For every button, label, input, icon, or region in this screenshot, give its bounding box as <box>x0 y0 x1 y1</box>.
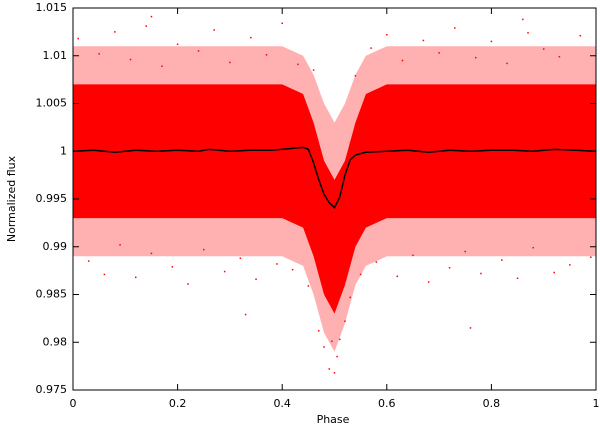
scatter-point <box>349 296 351 299</box>
y-tick-label: 1.015 <box>36 1 68 14</box>
scatter-point <box>474 56 477 59</box>
scatter-point <box>370 47 372 49</box>
scatter-point <box>291 268 294 271</box>
scatter-point <box>338 338 341 341</box>
x-tick-label: 0.8 <box>483 397 501 410</box>
scatter-point <box>438 52 440 54</box>
y-tick-label: 0.975 <box>36 383 68 396</box>
scatter-point <box>542 48 545 50</box>
scatter-point <box>328 368 331 370</box>
scatter-point <box>150 15 153 18</box>
scatter-point <box>386 33 388 36</box>
y-axis-label: Normalized flux <box>5 155 18 242</box>
scatter-point <box>129 58 132 61</box>
scatter-point <box>145 25 147 27</box>
y-tick-label: 0.985 <box>36 288 68 301</box>
scatter-point <box>501 259 503 261</box>
scatter-point <box>469 327 472 329</box>
scatter-point <box>422 39 425 42</box>
y-tick-label: 0.99 <box>43 240 68 253</box>
scatter-point <box>312 69 315 71</box>
scatter-point <box>480 272 482 275</box>
y-tick-label: 0.98 <box>43 335 68 348</box>
scatter-point <box>87 260 90 262</box>
scatter-point <box>307 285 310 287</box>
scatter-point <box>590 256 592 259</box>
scatter-point <box>412 254 414 257</box>
scatter-point <box>448 267 451 269</box>
scatter-point <box>176 43 179 46</box>
x-tick-label: 0.2 <box>169 397 187 410</box>
scatter-point <box>323 346 325 348</box>
scatter-point <box>297 63 299 66</box>
scatter-point <box>213 29 215 31</box>
scatter-point <box>359 273 362 276</box>
scatter-point <box>318 330 320 332</box>
scatter-point <box>187 283 189 285</box>
y-tick-label: 1.005 <box>36 97 68 110</box>
scatter-point <box>553 271 555 274</box>
scatter-point <box>331 340 333 343</box>
scatter-point <box>375 261 378 263</box>
scatter-point <box>135 276 137 279</box>
scatter-point <box>265 54 268 56</box>
scatter-point <box>171 266 174 268</box>
x-axis-label: Phase <box>317 413 350 426</box>
y-tick-label: 0.995 <box>36 192 68 205</box>
scatter-point <box>229 61 231 64</box>
scatter-point <box>344 320 346 322</box>
scatter-point <box>114 31 116 33</box>
scatter-point <box>354 75 357 77</box>
x-tick-label: 0 <box>70 397 77 410</box>
scatter-point <box>532 246 534 249</box>
scatter-point <box>197 50 200 52</box>
scatter-point <box>276 263 278 265</box>
scatter-point <box>506 62 508 65</box>
scatter-point <box>150 252 153 255</box>
scatter-point <box>281 22 283 25</box>
scatter-point <box>464 250 466 253</box>
scatter-point <box>255 278 257 280</box>
scatter-point <box>569 264 571 266</box>
scatter-point <box>223 270 226 273</box>
scatter-point <box>333 372 336 374</box>
scatter-point <box>396 275 399 278</box>
y-tick-label: 1 <box>60 144 67 157</box>
scatter-point <box>336 355 338 358</box>
mean-line <box>72 146 597 209</box>
scatter-point <box>244 313 247 316</box>
x-tick-label: 1 <box>593 397 600 410</box>
x-tick-label: 0.4 <box>273 397 291 410</box>
x-tick-label: 0.6 <box>378 397 396 410</box>
scatter-point <box>522 18 524 21</box>
y-tick-label: 1.01 <box>43 49 68 62</box>
scatter-point <box>527 32 529 34</box>
scatter-point <box>98 53 100 55</box>
scatter-point <box>454 27 456 29</box>
scatter-point <box>401 59 404 62</box>
scatter-point <box>579 34 582 37</box>
scatter-point <box>516 277 519 280</box>
scatter-point <box>161 65 163 68</box>
scatter-point <box>427 281 430 283</box>
scatter-density-band <box>73 84 596 314</box>
scatter-point <box>119 244 121 246</box>
scatter-point <box>490 40 493 43</box>
scatter-point <box>558 55 561 58</box>
scatter-point <box>103 273 106 276</box>
scatter-point <box>239 257 242 259</box>
scatter-point <box>250 36 252 39</box>
scatter-point <box>77 37 79 40</box>
scatter-point <box>203 248 205 251</box>
